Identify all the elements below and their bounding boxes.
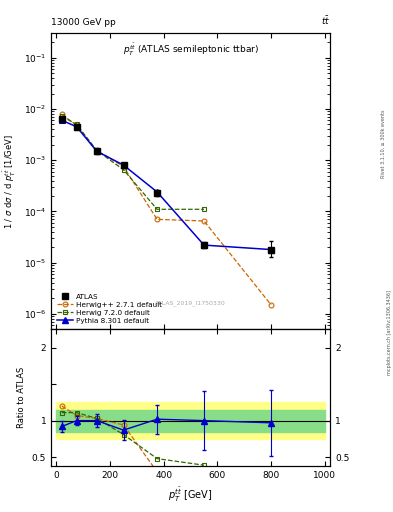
Text: $p_T^{t\bar{t}}$ (ATLAS semileptonic ttbar): $p_T^{t\bar{t}}$ (ATLAS semileptonic ttb… bbox=[123, 42, 259, 58]
Text: Rivet 3.1.10, ≥ 300k events: Rivet 3.1.10, ≥ 300k events bbox=[381, 109, 386, 178]
X-axis label: $p_T^{t\bar{t}}$ [GeV]: $p_T^{t\bar{t}}$ [GeV] bbox=[168, 485, 213, 504]
Y-axis label: Ratio to ATLAS: Ratio to ATLAS bbox=[17, 367, 26, 428]
Text: $t\bar{t}$: $t\bar{t}$ bbox=[321, 14, 330, 27]
Legend: ATLAS, Herwig++ 2.7.1 default, Herwig 7.2.0 default, Pythia 8.301 default: ATLAS, Herwig++ 2.7.1 default, Herwig 7.… bbox=[55, 292, 165, 326]
Text: mcplots.cern.ch [arXiv:1306.3436]: mcplots.cern.ch [arXiv:1306.3436] bbox=[387, 290, 391, 375]
Y-axis label: 1 / $\sigma$ d$\sigma$ / d $p_T^{t\bar{t}}$ [1/GeV]: 1 / $\sigma$ d$\sigma$ / d $p_T^{t\bar{t… bbox=[2, 134, 18, 229]
Text: 13000 GeV pp: 13000 GeV pp bbox=[51, 17, 116, 27]
Text: ATLAS_2019_I1750330: ATLAS_2019_I1750330 bbox=[155, 300, 226, 306]
